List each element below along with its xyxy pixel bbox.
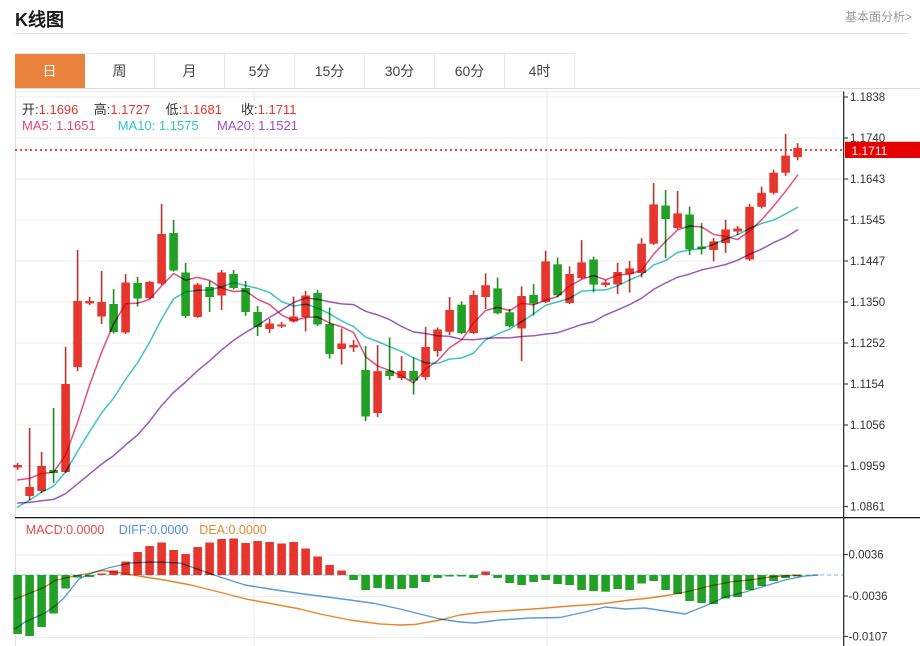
svg-text:1.1643: 1.1643: [850, 174, 885, 186]
svg-text:1.1838: 1.1838: [850, 92, 885, 104]
svg-text:1.1447: 1.1447: [850, 256, 885, 268]
svg-text:1.0959: 1.0959: [850, 461, 885, 473]
svg-text:1.1711: 1.1711: [852, 144, 888, 158]
svg-text:-0.0107: -0.0107: [849, 632, 888, 644]
svg-text:1.1252: 1.1252: [850, 338, 885, 350]
svg-text:1.1545: 1.1545: [850, 215, 885, 227]
svg-text:1.1154: 1.1154: [850, 379, 885, 391]
svg-text:1.1350: 1.1350: [850, 297, 885, 309]
svg-text:0.0036: 0.0036: [849, 550, 884, 562]
svg-text:-0.0036: -0.0036: [849, 591, 888, 603]
svg-text:1.1056: 1.1056: [850, 420, 885, 432]
svg-text:1.0861: 1.0861: [850, 502, 885, 514]
